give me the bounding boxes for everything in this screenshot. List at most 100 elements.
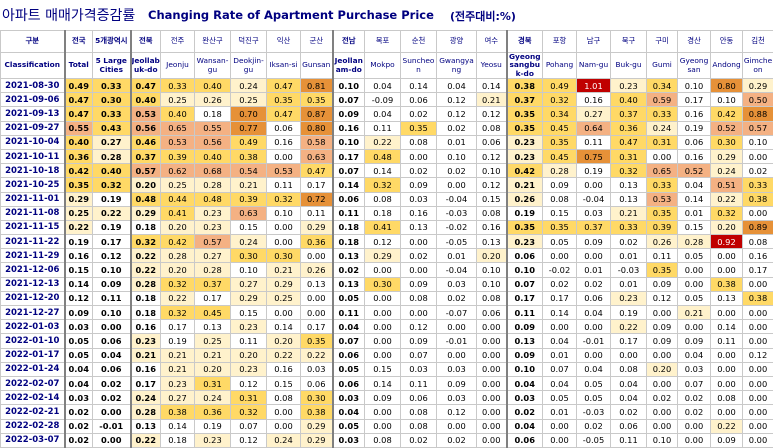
- cell-value: 0.38: [231, 149, 267, 163]
- cell-value: -0.04: [437, 263, 477, 277]
- cell-value: 0.07: [333, 164, 365, 178]
- cell-value: -0.01: [93, 419, 131, 433]
- cell-value: 0.10: [93, 306, 131, 320]
- cell-value: 0.53: [161, 135, 195, 149]
- cell-value: 0.25: [267, 291, 301, 305]
- cell-value: 0.14: [543, 306, 577, 320]
- cell-value: 0.36: [65, 149, 93, 163]
- cell-value: 0.02: [743, 164, 773, 178]
- header-ko-17: 북구: [611, 31, 647, 53]
- cell-value: 0.81: [301, 79, 333, 93]
- cell-value: 0.05: [333, 362, 365, 376]
- header-ko-20: 안동: [711, 31, 743, 53]
- cell-value: 0.35: [301, 93, 333, 107]
- header-en-14: Gyeongsangbuk-do: [507, 53, 543, 79]
- cell-value: 0.29: [65, 192, 93, 206]
- cell-value: 0.04: [437, 79, 477, 93]
- cell-value: 0.17: [678, 93, 711, 107]
- cell-value: 0.23: [507, 235, 543, 249]
- cell-value: 0.12: [437, 107, 477, 121]
- cell-value: 0.12: [437, 93, 477, 107]
- cell-value: 0.04: [65, 376, 93, 390]
- cell-value: 0.53: [267, 164, 301, 178]
- cell-value: 0.40: [611, 93, 647, 107]
- row-date: 2021-12-20: [1, 291, 65, 305]
- cell-value: 0.13: [611, 178, 647, 192]
- cell-value: 0.80: [301, 121, 333, 135]
- cell-value: 0.00: [743, 376, 773, 390]
- cell-value: 0.45: [543, 149, 577, 163]
- cell-value: 0.35: [267, 93, 301, 107]
- cell-value: 0.00: [577, 348, 611, 362]
- cell-value: 0.32: [161, 277, 195, 291]
- cell-value: 0.10: [477, 277, 507, 291]
- cell-value: 0.48: [131, 192, 161, 206]
- cell-value: 0.35: [543, 135, 577, 149]
- title-korean: 아파트 매매가격증감률: [2, 5, 135, 25]
- cell-value: 0.11: [611, 433, 647, 447]
- cell-value: 0.01: [611, 277, 647, 291]
- cell-value: -0.03: [437, 206, 477, 220]
- cell-value: 0.35: [543, 220, 577, 234]
- cell-value: 0.00: [401, 149, 437, 163]
- cell-value: 0.19: [65, 235, 93, 249]
- cell-value: 0.22: [711, 419, 743, 433]
- header-en-1: Total: [65, 53, 93, 79]
- cell-value: 0.00: [743, 362, 773, 376]
- cell-value: 0.16: [678, 149, 711, 163]
- cell-value: 0.00: [678, 419, 711, 433]
- cell-value: 0.29: [365, 249, 401, 263]
- cell-value: 0.35: [507, 220, 543, 234]
- cell-value: 0.17: [301, 320, 333, 334]
- cell-value: 0.00: [711, 306, 743, 320]
- cell-value: 0.33: [93, 79, 131, 93]
- cell-value: 0.15: [477, 192, 507, 206]
- cell-value: 0.00: [743, 277, 773, 291]
- cell-value: 0.22: [93, 206, 131, 220]
- cell-value: 0.04: [93, 348, 131, 362]
- header-en-16: Nam-gu: [577, 53, 611, 79]
- header-ko-13: 여수: [477, 31, 507, 53]
- cell-value: 0.06: [401, 391, 437, 405]
- cell-value: 0.12: [647, 291, 678, 305]
- cell-value: 0.21: [507, 178, 543, 192]
- cell-value: 0.09: [333, 107, 365, 121]
- cell-value: 0.47: [267, 79, 301, 93]
- cell-value: 0.04: [365, 107, 401, 121]
- title-bar: 아파트 매매가격증감률 Changing Rate of Apartment P…: [0, 0, 773, 30]
- cell-value: 0.02: [65, 419, 93, 433]
- row-date: 2022-01-10: [1, 334, 65, 348]
- cell-value: 0.10: [507, 263, 543, 277]
- header-ko-9: 전남: [333, 31, 365, 53]
- cell-value: 0.01: [577, 263, 611, 277]
- cell-value: 0.00: [365, 320, 401, 334]
- cell-value: 0.03: [333, 433, 365, 447]
- cell-value: 0.04: [611, 376, 647, 390]
- cell-value: 0.23: [611, 291, 647, 305]
- cell-value: 0.33: [161, 79, 195, 93]
- cell-value: 0.22: [65, 220, 93, 234]
- cell-value: 0.32: [231, 405, 267, 419]
- cell-value: 0.38: [507, 79, 543, 93]
- cell-value: 0.14: [401, 79, 437, 93]
- cell-value: 0.20: [711, 220, 743, 234]
- cell-value: 0.70: [231, 107, 267, 121]
- cell-value: 0.30: [365, 277, 401, 291]
- cell-value: 0.02: [401, 433, 437, 447]
- cell-value: 0.21: [161, 348, 195, 362]
- header-en-7: Iksan-si: [267, 53, 301, 79]
- cell-value: 0.20: [477, 249, 507, 263]
- cell-value: 0.40: [195, 79, 231, 93]
- cell-value: 0.29: [301, 419, 333, 433]
- cell-value: 0.02: [401, 164, 437, 178]
- cell-value: 0.28: [195, 263, 231, 277]
- cell-value: 0.00: [611, 348, 647, 362]
- cell-value: 0.00: [711, 249, 743, 263]
- cell-value: 0.10: [267, 206, 301, 220]
- cell-value: 0.30: [93, 93, 131, 107]
- cell-value: 0.00: [743, 149, 773, 163]
- cell-value: 0.18: [131, 220, 161, 234]
- cell-value: 0.12: [401, 320, 437, 334]
